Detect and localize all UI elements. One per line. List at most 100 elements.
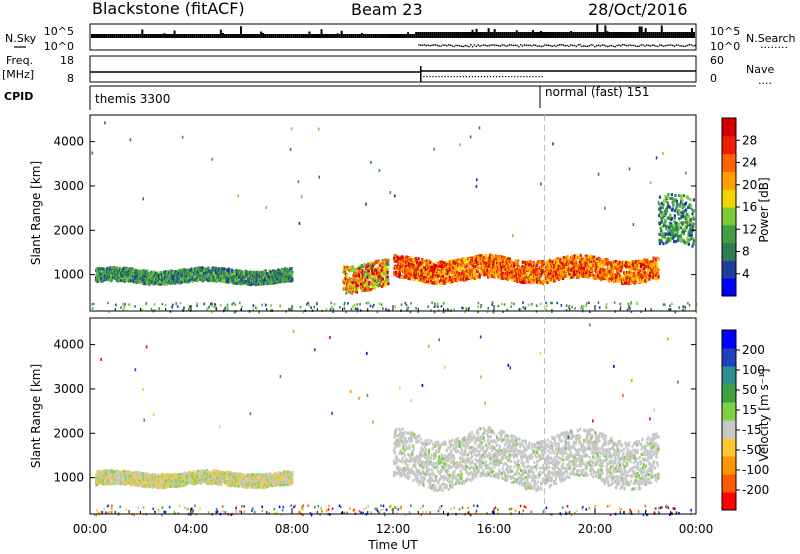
range-cell [140,279,143,283]
range-cell [209,269,212,273]
range-cell [515,259,518,263]
range-cell [539,280,542,284]
range-cell [492,258,495,262]
nsearch-sample [503,44,505,46]
nsky-sample [296,34,299,38]
range-cell [116,272,119,276]
range-cell [573,272,577,276]
range-cell [406,268,409,272]
nsky-sample [688,32,691,38]
range-cell [532,267,535,271]
nsearch-sample [442,44,444,46]
nsky-sample [227,34,230,38]
range-cell [590,254,593,258]
nsearch-sample [642,44,644,46]
range-cell [503,265,506,269]
range-cell [585,263,589,267]
range-cell [602,268,605,272]
range-cell [597,262,600,266]
nsky-sample [360,33,363,38]
range-cell [639,265,643,269]
range-cell [647,269,650,273]
nsearch-sample [657,45,659,48]
range-cell [485,272,488,276]
range-cell [646,278,649,282]
range-cell [440,264,443,268]
nsearch-sample [508,44,511,46]
range-cell [361,279,364,283]
range-cell [618,260,622,264]
nsky-sample [372,34,375,38]
range-cell [570,267,573,271]
range-cell [444,271,447,275]
range-cell [224,271,227,275]
range-cell [413,260,416,264]
range-cell [211,272,214,276]
range-cell [371,281,374,285]
nsearch-sample [564,45,566,47]
range-cell [441,274,444,278]
nsearch-sample [586,45,589,48]
range-cell [663,223,666,227]
range-cell [408,271,411,275]
range-cell [447,269,450,273]
nsky-sample [252,34,255,38]
range-cell [406,261,409,265]
range-cell [630,276,633,280]
nsky-sample [326,34,329,38]
range-cell [396,274,399,278]
range-cell [653,256,656,260]
nsearch-sample [481,44,483,47]
nsky-sample [443,32,446,38]
nsky-sample [427,32,430,38]
range-cell [498,263,501,267]
nsky-sample [479,32,482,38]
range-cell [639,259,642,263]
range-cell [153,270,156,274]
range-cell [277,278,281,282]
range-cell [416,261,419,265]
range-cell [364,266,368,270]
range-cell [99,279,102,283]
range-cell [625,270,629,274]
range-cell [623,261,626,265]
range-cell [430,279,433,283]
nsearch-sample [590,44,592,46]
range-cell [125,275,129,279]
nsky-sample [433,32,436,38]
range-cell [291,277,294,281]
range-cell [668,205,671,209]
nsearch-sample [581,45,583,47]
range-cell [657,275,660,279]
range-cell [645,273,648,277]
range-cell [134,272,137,276]
range-cell [461,271,464,275]
range-cell [667,230,670,234]
nsky-sample [680,32,683,38]
range-cell [494,265,497,269]
range-cell [443,264,446,268]
range-cell [401,255,404,259]
range-cell [202,272,206,276]
range-cell [466,258,469,262]
range-cell [105,270,108,274]
range-cell [442,271,445,275]
range-cell [408,277,411,281]
range-cell [366,264,370,268]
range-cell [493,273,496,277]
range-cell [152,272,155,276]
range-cell [660,238,663,242]
range-cell [520,275,523,279]
range-cell [653,262,656,266]
nsky-sample [306,34,309,38]
range-cell [630,272,633,276]
range-cell [625,281,628,285]
range-cell [108,273,111,277]
range-cell [587,273,591,277]
range-cell [383,269,386,273]
range-cell [471,259,474,263]
range-cell [566,255,569,259]
nsky-sample [270,34,273,38]
nsearch-sample [471,45,474,48]
